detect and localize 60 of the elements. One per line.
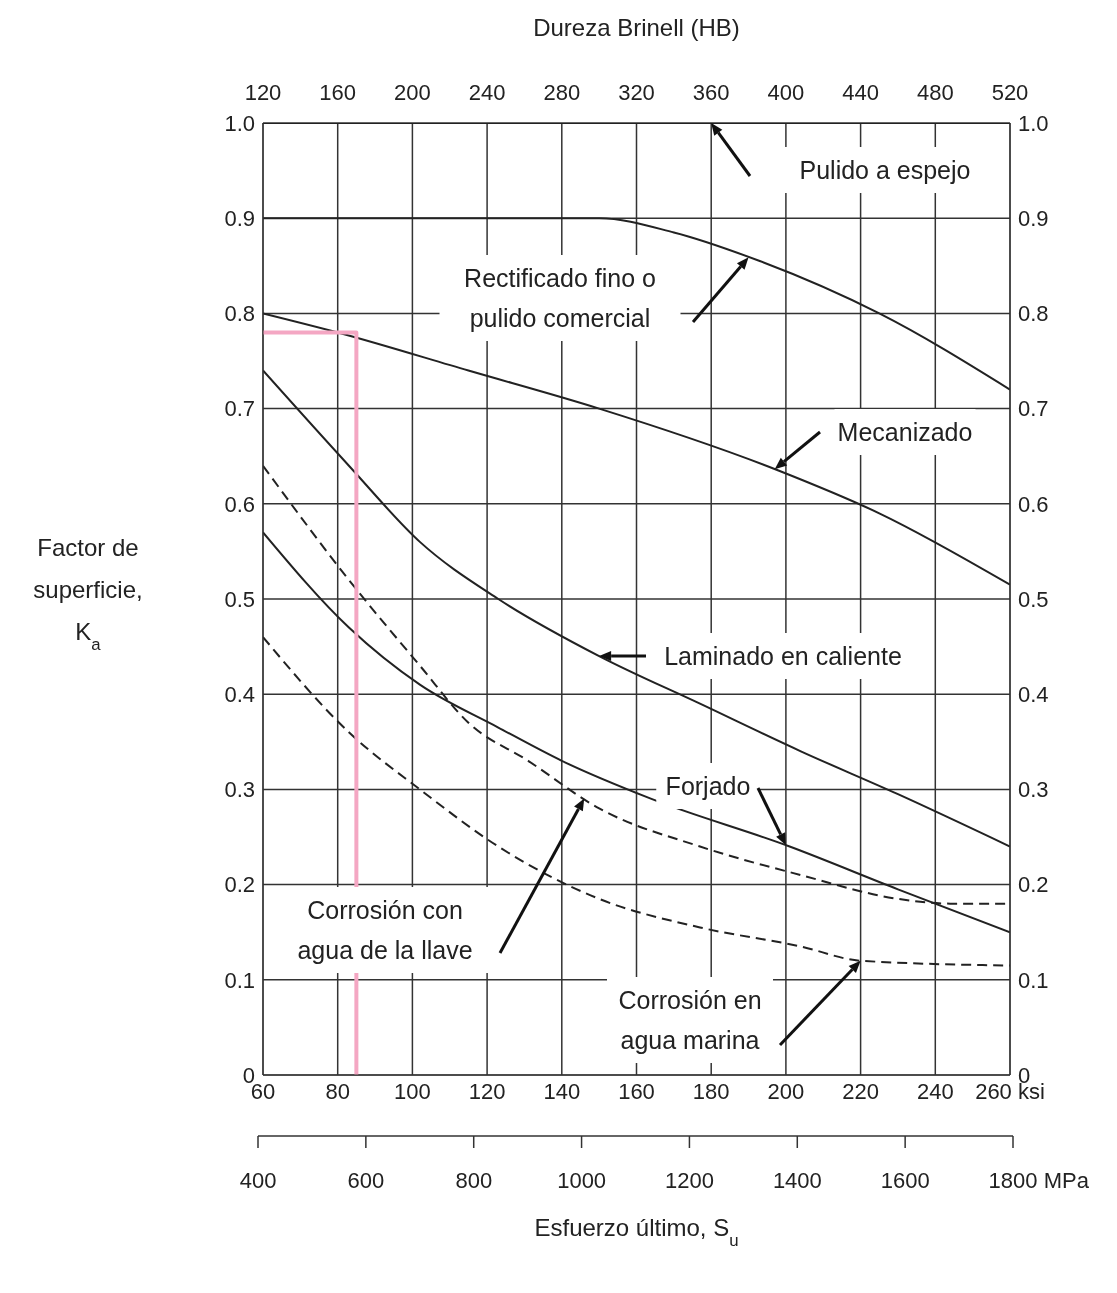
series-label: Mecanizado <box>837 418 973 446</box>
y2-tick-label: 0.8 <box>1018 301 1049 327</box>
x2-tick-label: 320 <box>618 80 655 105</box>
x-tick-label: 120 <box>468 1078 506 1104</box>
text: 400 <box>239 1168 277 1193</box>
y2-tick-label: 0.6 <box>1018 491 1049 517</box>
x-tick-label: 140 <box>543 1078 581 1104</box>
text: 1800 MPa <box>988 1168 1090 1193</box>
x-tick-label: 160 <box>618 1078 655 1104</box>
x2-tick-label: 360 <box>692 80 730 105</box>
x2-tick-label: 280 <box>543 80 581 105</box>
series-label: Pulido a espejo <box>799 156 971 184</box>
y-tick-label: 0.6 <box>224 491 255 517</box>
y-tick-label: 0.3 <box>224 777 255 803</box>
y2-tick-label: 0.4 <box>1018 682 1049 708</box>
y-tick-label: 1.0 <box>224 110 255 136</box>
series-label: Forjado <box>665 772 751 800</box>
y2-tick-label: 1.0 <box>1018 110 1049 136</box>
y2-tick-label: 0.9 <box>1018 206 1049 232</box>
x-tick-label: 220 <box>842 1078 879 1104</box>
x2-tick-label: 400 <box>767 80 805 105</box>
x2-tick-label: 520 <box>991 80 1029 105</box>
x-tick-label: 180 <box>692 1078 730 1104</box>
y-tick-label: 0.9 <box>224 206 255 232</box>
x2-tick-label: 120 <box>244 80 282 105</box>
y-axis-title: Factor de superficie, K$_{a}$ <box>33 534 143 654</box>
y-tick-label: 0.1 <box>224 967 255 993</box>
x2-tick-label: 200 <box>394 80 431 105</box>
x2-tick-label: 440 <box>842 80 879 105</box>
text: 800 <box>455 1168 493 1193</box>
x-axis-title: Esfuerzo último, S$_{u}$ <box>534 1214 739 1250</box>
y-tick-label: 0.2 <box>224 872 255 898</box>
y2-tick-label: 0.7 <box>1018 396 1049 422</box>
y2-tick-label: 0.5 <box>1018 586 1049 612</box>
series-label: Corrosión en agua marina <box>618 986 762 1054</box>
text: 600 <box>347 1168 385 1193</box>
text: 1000 <box>557 1168 607 1193</box>
x-tick-label: 100 <box>394 1078 431 1104</box>
series-label: Laminado en caliente <box>664 642 902 670</box>
text: Corrosión con agua de la llave <box>297 896 473 964</box>
text: 1400 <box>772 1168 822 1193</box>
text: 1600 <box>880 1168 930 1193</box>
x2-axis-title: Dureza Brinell (HB) <box>533 14 740 41</box>
y-tick-label: 0.5 <box>224 586 255 612</box>
series-label: Rectificado fino o pulido comercial <box>464 264 656 332</box>
y2-tick-label: 0.1 <box>1018 967 1049 993</box>
x-tick-label: 240 <box>916 1078 954 1104</box>
x-tick-label: 80 <box>325 1078 350 1104</box>
y-tick-label: 0.4 <box>224 682 255 708</box>
x2-tick-label: 240 <box>468 80 506 105</box>
x2-tick-label: 480 <box>916 80 954 105</box>
y2-tick-label: 0.2 <box>1018 872 1049 898</box>
line-series <box>263 369 1010 848</box>
y2-tick-label: 0.3 <box>1018 777 1049 803</box>
y-tick-label: 0.7 <box>224 396 255 422</box>
x2-tick-label: 160 <box>319 80 357 105</box>
y-tick-label: 0.8 <box>224 301 255 327</box>
line-series <box>263 217 1010 391</box>
text: 1200 <box>665 1168 714 1193</box>
x-tick-label: 200 <box>767 1078 805 1104</box>
